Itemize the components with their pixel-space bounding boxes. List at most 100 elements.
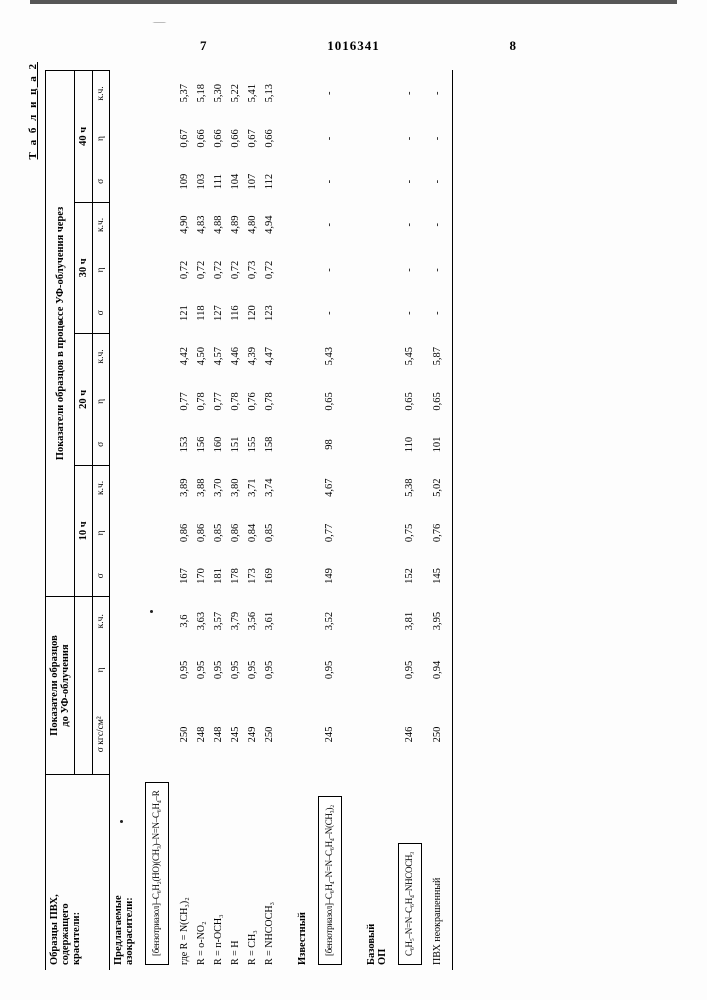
cell: 127	[210, 293, 227, 334]
cell: 4,47	[261, 334, 278, 379]
table-row: R = H2450,953,791780,863,801510,784,4611…	[227, 71, 244, 971]
cell: 5,41	[244, 71, 261, 116]
cell: 3,61	[261, 597, 278, 646]
cell: 5,37	[176, 71, 193, 116]
cell: 3,6	[176, 597, 193, 646]
cell: 169	[261, 555, 278, 596]
metric-eta-0: η	[93, 645, 110, 694]
cell: 4,80	[244, 202, 261, 247]
cell: -	[311, 116, 349, 161]
cell: 0,95	[244, 645, 261, 694]
cell: 3,89	[176, 465, 193, 510]
metric-kch-4: к.ч.	[93, 71, 110, 116]
cell: -	[429, 293, 446, 334]
cell: 0,86	[193, 510, 210, 555]
row-pvx-label: ПВХ неокрашенный	[429, 775, 446, 971]
cell: -	[391, 71, 429, 116]
cell: 5,30	[210, 71, 227, 116]
header-40h: 40 ч	[75, 71, 93, 203]
chem-formula-base: C₆H₅–N=N–C₆H₄–NHCOCH₃	[398, 843, 422, 965]
cell: 149	[311, 555, 349, 596]
cell: 153	[176, 424, 193, 465]
cell: 0,95	[227, 645, 244, 694]
cell: -	[391, 202, 429, 247]
scan-speck	[120, 820, 123, 823]
cell: 0,75	[391, 510, 429, 555]
spacer	[363, 71, 391, 775]
cell: 0,77	[311, 510, 349, 555]
cell: 4,89	[227, 202, 244, 247]
chem-structure-base: C₆H₅–N=N–C₆H₄–NHCOCH₃	[391, 775, 429, 971]
row-label: R = п-OCH₃	[210, 775, 227, 971]
cell: 3,95	[429, 597, 446, 646]
cell: -	[311, 293, 349, 334]
metric-sigma-2: σ	[93, 424, 110, 465]
cell: -	[429, 247, 446, 292]
section-proposed: Предлагаемые азокрасители:	[110, 71, 139, 971]
cell: -	[429, 71, 446, 116]
cell: 0,95	[391, 645, 429, 694]
cell: 103	[193, 161, 210, 202]
header-20h: 20 ч	[75, 334, 93, 465]
table-row: R = NHCOCH₃2500,953,611690,853,741580,78…	[261, 71, 278, 971]
page-header: 7 1016341 8	[0, 38, 707, 54]
page-number-right: 8	[510, 38, 518, 54]
cell: 0,85	[210, 510, 227, 555]
cell: 0,72	[193, 247, 210, 292]
cell: 0,65	[429, 379, 446, 424]
cell: -	[391, 293, 429, 334]
cell: 3,57	[210, 597, 227, 646]
metric-eta-1: η	[93, 510, 110, 555]
cell: 0,73	[244, 247, 261, 292]
cell: 120	[244, 293, 261, 334]
cell: 111	[210, 161, 227, 202]
cell: 5,22	[227, 71, 244, 116]
metric-kch-0: к.ч.	[93, 597, 110, 646]
cell: 4,39	[244, 334, 261, 379]
header-samples: Образцы ПВХ, содержащего красители:	[46, 775, 110, 971]
header-before-uv: Показатели образцов до УФ-облучения	[46, 597, 75, 775]
cell: 3,88	[193, 465, 210, 510]
cell: 112	[261, 161, 278, 202]
metric-sigma-1: σ	[93, 555, 110, 596]
scan-speck	[60, 320, 63, 323]
metric-sigma-0: σ кгс/см²	[93, 694, 110, 774]
cell: 3,56	[244, 597, 261, 646]
cell: -	[391, 247, 429, 292]
cell: 4,42	[176, 334, 193, 379]
cell: 3,80	[227, 465, 244, 510]
cell: 0,86	[227, 510, 244, 555]
cell: -	[391, 116, 429, 161]
table-caption: Т а б л и ц а 2	[27, 62, 39, 159]
cell: 0,72	[210, 247, 227, 292]
cell: 0,84	[244, 510, 261, 555]
cell: -	[429, 202, 446, 247]
cell: 109	[176, 161, 193, 202]
row-label: где R = N(CH₃)₂	[176, 775, 193, 971]
page-number-left: 7	[200, 38, 208, 54]
row-label: R = NHCOCH₃	[261, 775, 278, 971]
cell: 0,65	[391, 379, 429, 424]
cell: 0,66	[227, 116, 244, 161]
table-row: R = п-OCH₃2480,953,571810,853,701600,774…	[210, 71, 227, 971]
metric-eta-2: η	[93, 379, 110, 424]
cell: 4,94	[261, 202, 278, 247]
cell: -	[429, 161, 446, 202]
cell: 250	[429, 694, 446, 774]
cell: 3,71	[244, 465, 261, 510]
cell: 249	[244, 694, 261, 774]
cell: 0,67	[244, 116, 261, 161]
cell: 0,78	[261, 379, 278, 424]
cell: 250	[176, 694, 193, 774]
cell: -	[311, 71, 349, 116]
metric-kch-1: к.ч.	[93, 465, 110, 510]
metric-eta-3: η	[93, 247, 110, 292]
cell: 0,77	[176, 379, 193, 424]
cell: 0,66	[261, 116, 278, 161]
metric-sigma-3: σ	[93, 293, 110, 334]
cell: 5,38	[391, 465, 429, 510]
cell: 250	[261, 694, 278, 774]
table-container: Т а б л и ц а 2 Образцы ПВХ, содержащего…	[45, 60, 453, 970]
cell: 4,88	[210, 202, 227, 247]
cell: 123	[261, 293, 278, 334]
